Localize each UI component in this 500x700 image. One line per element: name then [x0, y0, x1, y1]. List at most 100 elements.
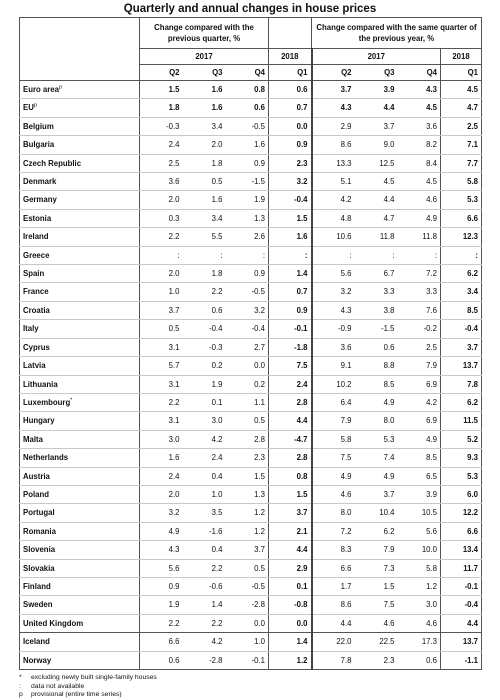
value-cell: 7.7 [440, 154, 482, 174]
value-cell: -0.4 [225, 319, 269, 339]
value-cell: 6.9 [397, 375, 441, 394]
country-name: Belgium [23, 121, 54, 131]
table-row: EUp 1.8 1.6 0.6 0.7 4.3 4.4 4.5 4.7 [19, 98, 482, 118]
table-row: Euro areap 1.5 1.6 0.8 0.6 3.7 3.9 4.3 4.5 [19, 80, 482, 100]
country-note-marker: p [58, 84, 63, 91]
value-cell: 6.9 [397, 411, 441, 431]
country-name: Lithuania [23, 379, 58, 389]
value-cell: 10.6 [310, 227, 355, 247]
table-row: Iceland 6.6 4.2 1.0 1.4 22.0 22.5 17.3 13.7 [19, 632, 482, 652]
value-cell: 2.2 [182, 614, 226, 634]
value-cell: 0.4 [182, 540, 226, 560]
table-row: Bulgaria 2.4 2.0 1.6 0.9 8.6 9.0 8.2 7.1 [19, 135, 482, 155]
country-cell: Luxembourg* [19, 393, 140, 413]
value-cell: 4.9 [139, 522, 183, 542]
value-cell: -1.5 [354, 319, 398, 339]
country-cell: Slovakia [19, 559, 140, 578]
country-name: Latvia [23, 361, 46, 371]
value-cell: 0.5 [225, 559, 269, 578]
value-cell: 4.9 [310, 467, 355, 486]
value-cell: 3.1 [139, 338, 183, 358]
value-cell: 5.6 [397, 522, 441, 542]
value-cell: 4.4 [354, 98, 398, 118]
value-cell: 13.7 [440, 632, 482, 652]
value-cell: 1.2 [225, 522, 269, 542]
country-cell: Estonia [19, 209, 140, 229]
value-cell: 4.2 [182, 632, 226, 652]
value-cell: 1.6 [139, 448, 183, 468]
value-cell: : [440, 246, 482, 266]
value-cell: 3.7 [310, 80, 355, 100]
value-cell: 2.0 [139, 190, 183, 210]
value-cell: 10.5 [397, 503, 441, 523]
table-row: Hungary 3.1 3.0 0.5 4.4 7.9 8.0 6.9 11.5 [19, 411, 482, 431]
value-cell: 4.4 [354, 190, 398, 210]
value-cell: 1.2 [225, 503, 269, 523]
value-cell: 0.0 [268, 117, 312, 137]
value-cell: 3.2 [310, 282, 355, 302]
value-cell: 4.6 [310, 485, 355, 505]
value-cell: 5.6 [310, 264, 355, 284]
country-name: Estonia [23, 213, 52, 223]
country-cell: Portugal [19, 503, 140, 523]
country-name: Hungary [23, 416, 55, 426]
value-cell: 6.5 [397, 467, 441, 486]
value-cell: 2.3 [225, 448, 269, 468]
value-cell: -0.2 [397, 319, 441, 339]
value-cell: 0.6 [397, 651, 441, 671]
value-cell: 3.4 [182, 209, 226, 229]
value-cell: 4.5 [440, 80, 482, 100]
value-cell: 4.4 [440, 614, 482, 634]
value-cell: 0.0 [268, 614, 312, 634]
value-cell: -0.4 [440, 595, 482, 615]
value-cell: 5.8 [440, 172, 482, 192]
table-row: Finland 0.9 -0.6 -0.5 0.1 1.7 1.5 1.2 -0.1 [19, 577, 482, 597]
value-cell: 4.3 [310, 98, 355, 118]
value-cell: 7.8 [310, 651, 355, 671]
value-cell: 7.9 [354, 540, 398, 560]
value-cell: -0.1 [268, 319, 312, 339]
value-cell: -0.4 [268, 190, 312, 210]
col-header-q4-b: Q4 [397, 64, 441, 81]
table-row: Estonia 0.3 3.4 1.3 1.5 4.8 4.7 4.9 6.6 [19, 209, 482, 229]
table-row: Denmark 3.6 0.5 -1.5 3.2 5.1 4.5 4.5 5.8 [19, 172, 482, 192]
col-header-q3-b: Q3 [354, 64, 398, 81]
year-header-2017-b: 2017 [310, 48, 441, 65]
value-cell: 10.2 [310, 375, 355, 394]
value-cell: : [354, 246, 398, 266]
country-cell: EUp [19, 98, 140, 118]
value-cell: 0.7 [268, 98, 312, 118]
country-cell: Latvia [19, 356, 140, 376]
country-name: Croatia [23, 305, 50, 315]
value-cell: : [397, 246, 441, 266]
value-cell: 1.8 [182, 264, 226, 284]
value-cell: -0.6 [182, 577, 226, 597]
value-cell: 1.5 [139, 80, 183, 100]
value-cell: 8.4 [397, 154, 441, 174]
value-cell: 2.6 [225, 227, 269, 247]
table-row: Italy 0.5 -0.4 -0.4 -0.1 -0.9 -1.5 -0.2 -0.4 [19, 319, 482, 339]
value-cell: 4.2 [182, 430, 226, 450]
value-cell: 4.3 [310, 301, 355, 321]
value-cell: 11.5 [440, 411, 482, 431]
value-cell: : [310, 246, 355, 266]
value-cell: 1.1 [225, 393, 269, 413]
country-name: Denmark [23, 177, 57, 187]
value-cell: 5.2 [440, 430, 482, 450]
value-cell: 4.7 [354, 209, 398, 229]
country-cell: Czech Republic [19, 154, 140, 174]
value-cell: 10.4 [354, 503, 398, 523]
year-header-2018-b: 2018 [440, 48, 482, 65]
value-cell: 1.0 [182, 485, 226, 505]
value-cell: 5.3 [354, 430, 398, 450]
value-cell: -0.8 [268, 595, 312, 615]
value-cell: 6.6 [310, 559, 355, 578]
value-cell: 7.8 [440, 375, 482, 394]
table-row: United Kingdom 2.2 2.2 0.0 0.0 4.4 4.6 4.6 4.4 [19, 614, 482, 634]
value-cell: 7.5 [310, 448, 355, 468]
value-cell: 3.7 [139, 301, 183, 321]
value-cell: 4.5 [397, 98, 441, 118]
value-cell: 3.0 [397, 595, 441, 615]
table-row: Ireland 2.2 5.5 2.6 1.6 10.6 11.8 11.8 12.3 [19, 227, 482, 247]
country-cell: Cyprus [19, 338, 140, 358]
